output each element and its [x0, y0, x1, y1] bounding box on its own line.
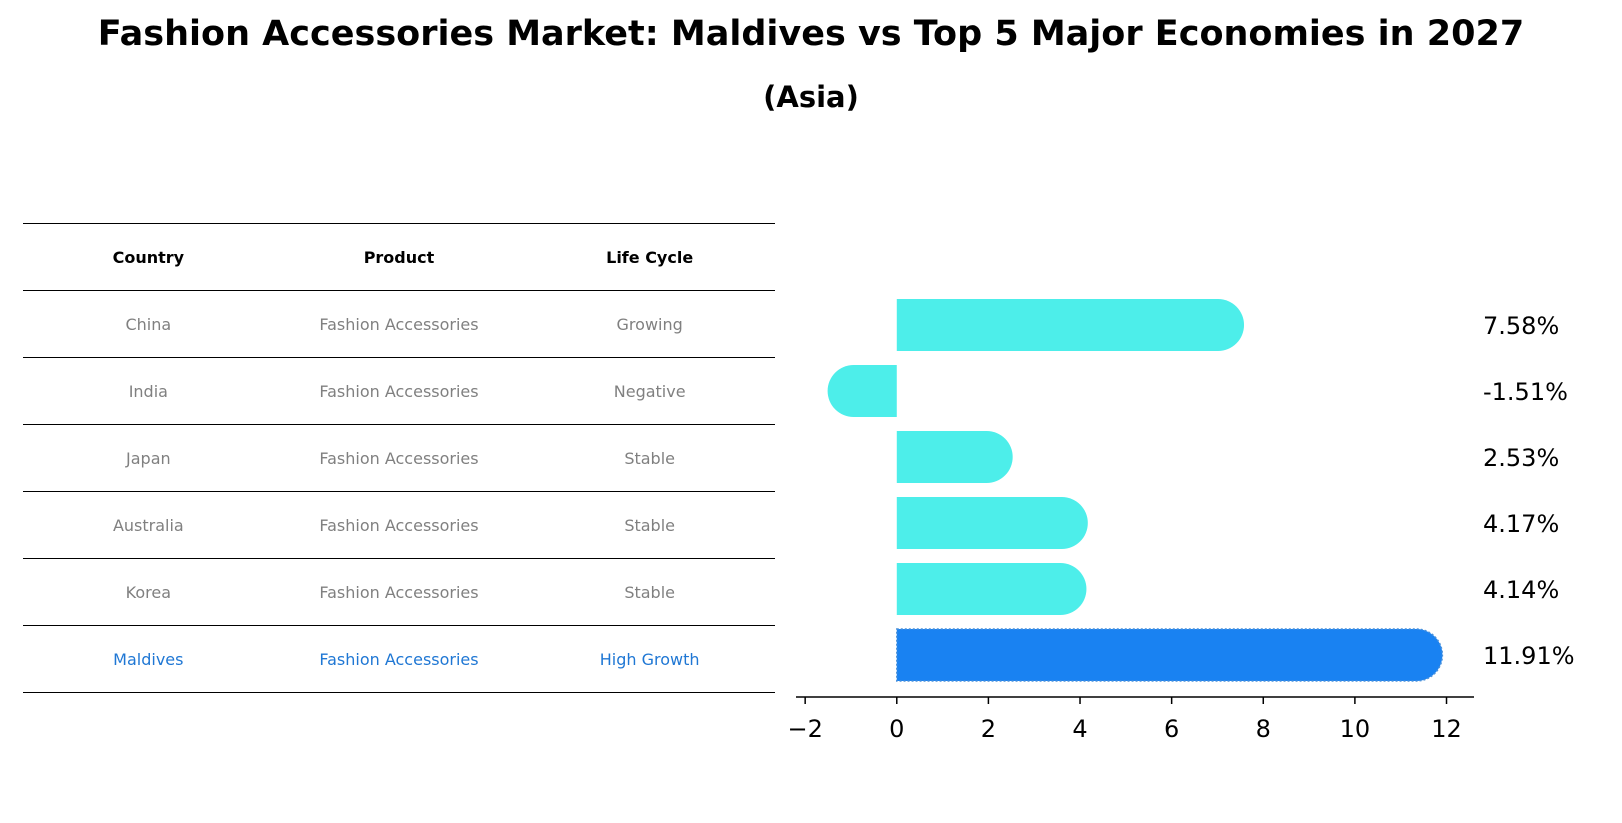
header-life-cycle: Life Cycle [524, 223, 775, 291]
cell-life-cycle: Negative [524, 357, 775, 425]
cell-product: Fashion Accessories [273, 290, 525, 358]
cell-country: India [23, 357, 274, 425]
header-product: Product [273, 223, 525, 291]
cell-life-cycle: Stable [524, 424, 775, 492]
cell-life-cycle: Stable [524, 558, 775, 626]
bar-japan [896, 431, 1013, 483]
x-tick-label: 4 [1072, 715, 1087, 743]
table-row: China Fashion Accessories Growing [23, 290, 775, 358]
value-label-china: 7.58% [1483, 312, 1559, 340]
life-cycle-table: Country Product Life Cycle China Fashion… [23, 223, 775, 693]
bar-india [827, 365, 897, 417]
cell-country: China [23, 290, 274, 358]
x-tick-label: −2 [787, 715, 822, 743]
x-tick-label: 2 [981, 715, 996, 743]
x-tick-label: 12 [1431, 715, 1462, 743]
chart-title: Fashion Accessories Market: Maldives vs … [97, 14, 1525, 54]
table-row: India Fashion Accessories Negative [23, 357, 775, 425]
table-row: Korea Fashion Accessories Stable [23, 558, 775, 626]
table-row: Japan Fashion Accessories Stable [23, 424, 775, 492]
cell-country: Japan [23, 424, 274, 492]
table-row: Australia Fashion Accessories Stable [23, 491, 775, 559]
value-label-maldives: 11.91% [1483, 642, 1575, 670]
bar-china [896, 299, 1245, 351]
cell-product: Fashion Accessories [273, 357, 525, 425]
cell-life-cycle: Stable [524, 491, 775, 559]
header-country: Country [23, 223, 274, 291]
cell-life-cycle: Growing [524, 290, 775, 358]
bar-australia [896, 497, 1088, 549]
value-label-korea: 4.14% [1483, 576, 1559, 604]
bar-maldives [896, 628, 1444, 682]
value-label-india: -1.51% [1483, 378, 1568, 406]
x-tick-label: 6 [1164, 715, 1179, 743]
cell-country: Maldives [23, 625, 274, 693]
cell-life-cycle: High Growth [524, 625, 775, 693]
x-tick-label: 8 [1256, 715, 1271, 743]
cell-product: Fashion Accessories [273, 491, 525, 559]
bar-korea [896, 563, 1087, 615]
chart-subtitle: (Asia) [763, 80, 859, 114]
cell-product: Fashion Accessories [273, 625, 525, 693]
value-label-japan: 2.53% [1483, 444, 1559, 472]
x-tick-label: 10 [1340, 715, 1371, 743]
x-tick-label: 0 [889, 715, 904, 743]
cell-product: Fashion Accessories [273, 558, 525, 626]
table-header-row: Country Product Life Cycle [23, 223, 775, 291]
cell-country: Australia [23, 491, 274, 559]
cell-country: Korea [23, 558, 274, 626]
value-label-australia: 4.17% [1483, 510, 1559, 538]
table-row-highlight: Maldives Fashion Accessories High Growth [23, 625, 775, 693]
cell-product: Fashion Accessories [273, 424, 525, 492]
